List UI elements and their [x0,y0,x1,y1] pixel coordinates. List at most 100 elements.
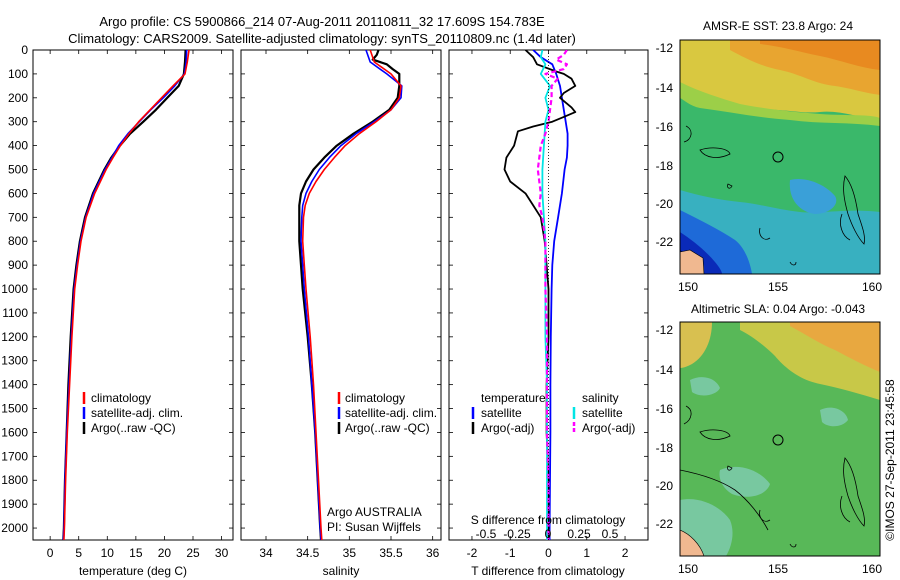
map2-ytick: -20 [656,479,674,493]
depth-tick-label: 800 [8,234,28,248]
x-tick-label: 35.5 [379,546,403,560]
argo-australia-label: Argo AUSTRALIA [327,505,422,519]
sst-reef-contours [683,125,865,266]
map1-xtick: 155 [768,280,788,294]
depth-tick-label: 1800 [1,473,28,487]
map1-xtick: 150 [678,280,698,294]
legend-label-climatology: climatology [91,391,151,405]
sla-map-title: Altimetric SLA: 0.04 Argo: -0.043 [691,302,865,316]
legend-label-satellite: satellite-adj. clim. [91,406,183,420]
top-tick-label: 0.5 [602,527,619,541]
sst-hottest-band [760,40,880,70]
salinity-panel [240,49,442,541]
temperature-panel [32,49,234,541]
depth-tick-label: 1900 [1,497,28,511]
map2-xtick: 160 [862,562,882,576]
depth-tick-label: 1200 [1,330,28,344]
x-tick-label: 25 [186,546,200,560]
sla-reef-contours [680,405,865,548]
map1-xtick: 160 [862,280,882,294]
depth-tick-label: 2000 [1,521,28,535]
sst-cool-patch [789,178,837,214]
depth-tick-label: 600 [8,186,28,200]
sst-land [680,249,705,274]
x-tick-label: 2 [622,546,629,560]
map1-ytick: -12 [656,41,674,55]
depth-tick-label: 300 [8,115,28,129]
sla-low-patches [680,377,848,556]
legend-label-temp-argo: Argo(-adj) [481,421,534,435]
map1-ytick: -14 [656,81,674,95]
series-line-salinity-argo-adj- [536,50,569,540]
depth-tick-label: 1000 [1,282,28,296]
panel-ticks: 0 5 10 15 20 25 30 34 34.5 35 35.5 36 -2 -1 0 1 2 [33,49,648,560]
legend-label-temp-satellite: satellite [481,406,522,420]
sla-map [680,322,880,556]
map1-ytick: -22 [656,235,674,249]
salinity-legend: climatology satellite-adj. clim. Argo(..… [327,391,437,534]
series-line-salinity-satellite [539,50,551,540]
sst-transition [680,82,880,126]
x-tick-label: 5 [75,546,82,560]
x-tick-label: 20 [158,546,172,560]
difference-series [503,50,577,540]
legend-title-temperature: temperature [481,391,546,405]
sla-land [680,529,705,556]
legend-label-climatology: climatology [345,391,405,405]
sla-highest-band [790,322,880,372]
x-tick-label: 0 [545,546,552,560]
imos-stamp: ©IMOS 27-Sep-2011 23:45:58 [883,379,897,541]
x-tick-label: 1 [583,546,590,560]
series-line-climatology [63,50,190,540]
sst-map-title: AMSR-E SST: 23.8 Argo: 24 [703,19,853,33]
pi-label: PI: Susan Wijffels [327,520,421,534]
sla-map-frame [679,321,881,557]
legend-label-sal-satellite: satellite [582,406,623,420]
title-line-1: Argo profile: CS 5900866_214 07-Aug-2011… [99,14,545,29]
depth-tick-label: 1600 [1,425,28,439]
series-line-satellite-adj-clim- [300,50,403,540]
map-axis-labels: 150 155 160 -12 -14 -16 -18 -20 -22 150 … [656,41,883,576]
legend-label-sal-argo: Argo(-adj) [582,421,635,435]
series-line-climatology [301,50,402,540]
salinity-xlabel: salinity [323,564,360,578]
salinity-series [298,50,403,540]
x-tick-label: 34 [259,546,273,560]
depth-tick-label: 1700 [1,449,28,463]
top-tick-label: 0 [545,527,552,541]
argo-position-marker [772,151,784,163]
x-tick-label: 0 [47,546,54,560]
depth-tick-label: 1300 [1,354,28,368]
top-tick-label: -0.25 [503,527,531,541]
depth-tick-label: 500 [8,163,28,177]
depth-axis: 0 100 200 300 400 500 600 700 800 900 1000 1100 1200… [1,43,28,535]
depth-tick-label: 900 [8,258,28,272]
map2-ytick: -16 [656,402,674,416]
legend-label-argo: Argo(..raw -QC) [91,421,176,435]
series-line-temperature-argo-adj- [503,50,577,540]
map2-xtick: 150 [678,562,698,576]
temperature-series [62,50,190,540]
depth-tick-label: 1400 [1,378,28,392]
x-tick-label: 10 [101,546,115,560]
depth-tick-label: 700 [8,210,28,224]
map1-ytick: -20 [656,197,674,211]
depth-tick-label: 1100 [2,306,28,320]
depth-tick-label: 100 [8,67,28,81]
x-tick-label: 36 [426,546,440,560]
map1-ytick: -18 [656,159,674,173]
legend-title-salinity: salinity [582,391,619,405]
x-tick-label: 30 [215,546,229,560]
legend-label-satellite: satellite-adj. clim. [345,406,437,420]
temperature-xlabel: temperature (deg C) [79,564,187,578]
map1-ytick: -16 [656,120,674,134]
sst-map-frame [679,39,881,275]
x-tick-label: 15 [129,546,143,560]
temperature-legend: climatology satellite-adj. clim. Argo(..… [82,391,183,435]
map2-xtick: 155 [768,562,788,576]
map2-ytick: -18 [656,441,674,455]
top-tick-label: 0.25 [567,527,591,541]
difference-legend: temperature salinity satellite Argo(-adj… [471,391,636,541]
x-tick-label: -1 [505,546,516,560]
